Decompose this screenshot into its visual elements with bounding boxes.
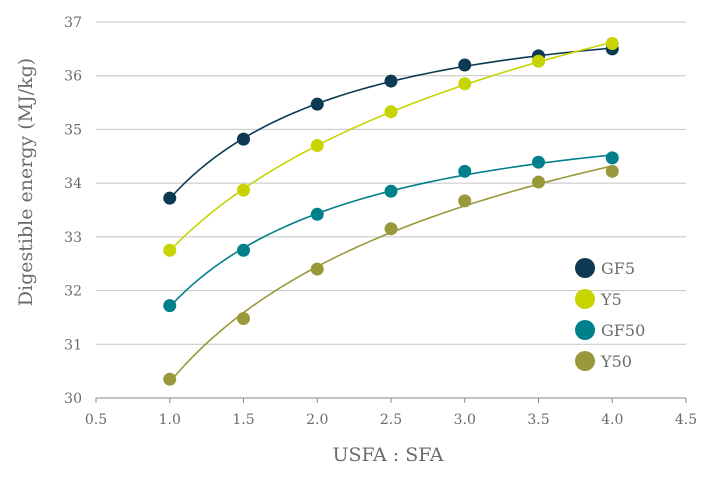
- data-point-y5: [310, 139, 324, 153]
- x-tick-label: 3.5: [527, 412, 549, 428]
- y-tick-label: 36: [64, 69, 82, 85]
- x-tick-label: 1.0: [159, 412, 181, 428]
- x-tick-label: 2.5: [380, 412, 402, 428]
- data-point-y50: [163, 372, 177, 386]
- data-point-gf5: [458, 58, 472, 72]
- data-point-y5: [458, 77, 472, 91]
- data-point-y50: [458, 194, 472, 208]
- trend-line-y50: [169, 165, 613, 383]
- data-point-y50: [237, 312, 250, 326]
- legend-label-gf5: GF5: [601, 259, 635, 278]
- data-point-y5: [605, 36, 619, 50]
- legend-marker-y5: [575, 289, 595, 309]
- legend-marker-y50: [575, 351, 595, 371]
- x-tick-label: 1.5: [232, 412, 254, 428]
- y-tick-label: 34: [64, 176, 82, 192]
- data-point-gf5: [310, 97, 324, 111]
- data-point-gf50: [163, 299, 177, 313]
- x-tick-label: 0.5: [85, 412, 107, 428]
- data-point-y5: [532, 54, 545, 68]
- data-point-y50: [605, 164, 619, 178]
- x-tick-label: 4.0: [601, 412, 623, 428]
- data-point-y50: [532, 175, 545, 189]
- legend-marker-gf50: [575, 320, 595, 340]
- data-point-y50: [310, 262, 324, 276]
- data-point-gf50: [458, 164, 472, 178]
- x-tick-label: 4.5: [675, 412, 697, 428]
- data-point-y50: [384, 222, 398, 236]
- y-tick-label: 35: [64, 122, 82, 138]
- data-point-y5: [384, 105, 398, 119]
- data-point-y5: [163, 243, 177, 257]
- x-tick-label: 3.0: [454, 412, 476, 428]
- data-point-gf5: [384, 74, 398, 88]
- data-point-gf50: [384, 184, 398, 198]
- grid: [96, 21, 686, 399]
- axes: 30 31 32 33 34 35 36 37 0.5 1.0 1.5 2.0 2.5 3.0 3.5 4.0…: [64, 15, 697, 428]
- data-point-gf50: [605, 151, 619, 165]
- legend-label-y5: Y5: [600, 290, 622, 309]
- y-tick-label: 31: [64, 337, 82, 353]
- legend: GF5 Y5 GF50 Y50: [575, 258, 645, 371]
- data-points: [163, 36, 619, 386]
- y-tick-label: 37: [64, 15, 82, 31]
- data-point-gf5: [163, 191, 177, 205]
- data-point-gf5: [237, 132, 250, 146]
- data-point-gf50: [532, 155, 545, 169]
- x-tick-label: 2.0: [306, 412, 328, 428]
- y-tick-label: 32: [64, 284, 82, 300]
- trend-line-gf5: [169, 47, 613, 200]
- data-point-gf50: [237, 243, 250, 257]
- y-tick-label: 33: [64, 230, 82, 246]
- data-point-gf50: [310, 207, 324, 221]
- trend-line-y5: [169, 41, 613, 252]
- legend-marker-gf5: [575, 258, 595, 278]
- y-tick-label: 30: [64, 391, 82, 407]
- data-point-y5: [237, 183, 250, 197]
- legend-label-gf50: GF50: [601, 321, 645, 340]
- trend-lines: [169, 41, 613, 383]
- x-axis-title: USFA : SFA: [332, 444, 443, 466]
- legend-label-y50: Y50: [600, 352, 632, 371]
- y-axis-title: Digestible energy (MJ/kg): [15, 58, 37, 306]
